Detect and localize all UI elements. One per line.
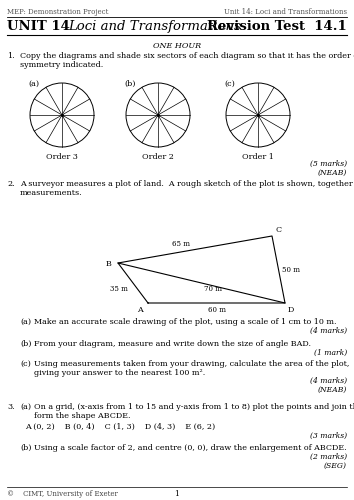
Text: 35 m: 35 m — [110, 285, 128, 293]
Text: UNIT 14: UNIT 14 — [7, 20, 70, 33]
Text: 3.: 3. — [7, 403, 15, 411]
Text: Order 1: Order 1 — [242, 153, 274, 161]
Text: (b): (b) — [20, 340, 32, 348]
Text: 1.: 1. — [7, 52, 15, 60]
Text: (NEAB): (NEAB) — [318, 169, 347, 177]
Text: (5 marks): (5 marks) — [310, 160, 347, 168]
Text: On a grid, (x-axis from 1 to 15 and y-axis from 1 to 8) plot the points and join: On a grid, (x-axis from 1 to 15 and y-ax… — [34, 403, 354, 411]
Text: (b): (b) — [124, 80, 136, 88]
Text: (4 marks): (4 marks) — [310, 327, 347, 335]
Text: 70 m: 70 m — [204, 285, 222, 293]
Text: B: B — [105, 260, 111, 268]
Text: Revision Test  14.1: Revision Test 14.1 — [207, 20, 347, 33]
Text: ONE HOUR: ONE HOUR — [153, 42, 201, 50]
Text: (a): (a) — [20, 403, 31, 411]
Text: (c): (c) — [20, 360, 31, 368]
Text: (1 mark): (1 mark) — [314, 349, 347, 357]
Text: MEP: Demonstration Project: MEP: Demonstration Project — [7, 8, 108, 16]
Text: 1: 1 — [175, 490, 179, 498]
Text: 2.: 2. — [7, 180, 15, 188]
Text: Using measurements taken from your drawing, calculate the area of the plot,: Using measurements taken from your drawi… — [34, 360, 349, 368]
Text: A (0, 2)    B (0, 4)    C (1, 3)    D (4, 3)    E (6, 2): A (0, 2) B (0, 4) C (1, 3) D (4, 3) E (6… — [25, 423, 215, 431]
Text: (c): (c) — [224, 80, 235, 88]
Text: giving your answer to the nearest 100 m².: giving your answer to the nearest 100 m²… — [34, 369, 205, 377]
Text: measurements.: measurements. — [20, 189, 82, 197]
Text: 65 m: 65 m — [172, 240, 190, 248]
Text: Loci and Transformations: Loci and Transformations — [68, 20, 241, 33]
Text: Copy the diagrams and shade six sectors of each diagram so that it has the order: Copy the diagrams and shade six sectors … — [20, 52, 354, 60]
Text: (b): (b) — [20, 444, 32, 452]
Text: (a): (a) — [28, 80, 39, 88]
Text: Make an accurate scale drawing of the plot, using a scale of 1 cm to 10 m.: Make an accurate scale drawing of the pl… — [34, 318, 337, 326]
Text: Order 3: Order 3 — [46, 153, 78, 161]
Text: A: A — [137, 306, 143, 314]
Text: ©    CIMT, University of Exeter: © CIMT, University of Exeter — [7, 490, 118, 498]
Text: (a): (a) — [20, 318, 31, 326]
Text: Using a scale factor of 2, and centre (0, 0), draw the enlargement of ABCDE.: Using a scale factor of 2, and centre (0… — [34, 444, 347, 452]
Text: D: D — [288, 306, 295, 314]
Text: form the shape ABCDE.: form the shape ABCDE. — [34, 412, 131, 420]
Text: symmetry indicated.: symmetry indicated. — [20, 61, 103, 69]
Text: (3 marks): (3 marks) — [310, 432, 347, 440]
Text: 60 m: 60 m — [207, 306, 225, 314]
Text: Order 2: Order 2 — [142, 153, 174, 161]
Text: (SEG): (SEG) — [324, 462, 347, 470]
Text: A surveyor measures a plot of land.  A rough sketch of the plot is shown, togeth: A surveyor measures a plot of land. A ro… — [20, 180, 354, 188]
Text: From your diagram, measure and write down the size of angle BAD.: From your diagram, measure and write dow… — [34, 340, 311, 348]
Text: (NEAB): (NEAB) — [318, 386, 347, 394]
Text: 50 m: 50 m — [282, 266, 301, 274]
Text: (2 marks): (2 marks) — [310, 453, 347, 461]
Text: (4 marks): (4 marks) — [310, 377, 347, 385]
Text: Unit 14: Loci and Transformations: Unit 14: Loci and Transformations — [224, 8, 347, 16]
Text: C: C — [275, 226, 281, 234]
